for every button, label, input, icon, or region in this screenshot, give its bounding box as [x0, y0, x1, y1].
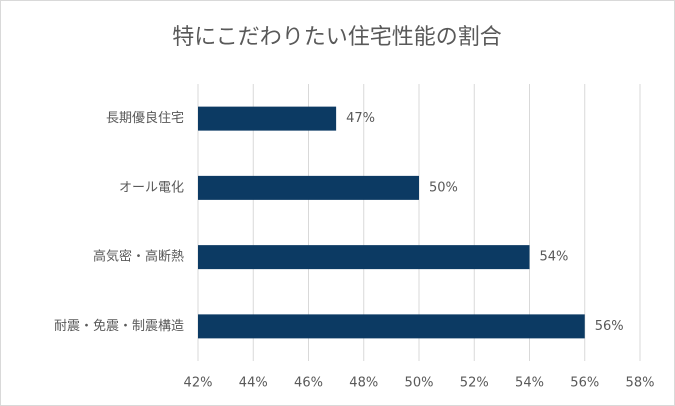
- x-tick-label: 54%: [515, 376, 544, 391]
- bar: [198, 245, 530, 270]
- x-tick-label: 46%: [294, 376, 323, 391]
- y-tick-label: オール電化: [119, 180, 184, 195]
- y-tick-label: 耐震・免震・制震構造: [54, 319, 184, 334]
- data-label: 50%: [429, 180, 458, 195]
- y-tick-label: 高気密・高断熱: [93, 249, 184, 265]
- bar: [198, 175, 419, 200]
- x-tick-label: 56%: [570, 376, 599, 391]
- data-label: 56%: [595, 319, 624, 334]
- y-tick-label: 長期優良住宅: [106, 110, 184, 126]
- x-tick-label: 42%: [184, 376, 213, 391]
- x-tick-label: 50%: [405, 376, 434, 391]
- x-tick-label: 44%: [239, 376, 268, 391]
- data-label: 54%: [540, 250, 569, 265]
- chart-title: 特にこだわりたい住宅性能の割合: [172, 25, 502, 50]
- bar: [198, 314, 585, 339]
- x-tick-label: 52%: [460, 376, 489, 391]
- data-label: 47%: [346, 111, 375, 126]
- x-tick-label: 58%: [626, 376, 655, 391]
- x-tick-label: 48%: [349, 376, 378, 391]
- bar: [198, 106, 337, 131]
